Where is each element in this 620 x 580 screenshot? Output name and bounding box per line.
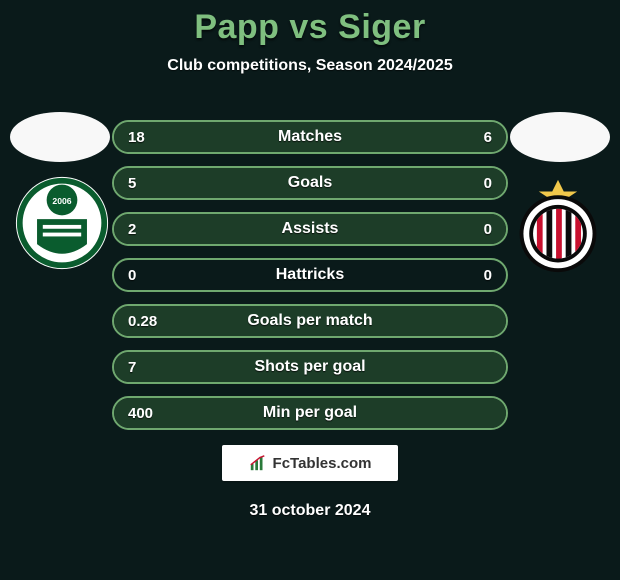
date-label: 31 october 2024 bbox=[0, 502, 620, 520]
stat-label: Matches bbox=[114, 122, 506, 152]
branding-text: FcTables.com bbox=[273, 455, 372, 472]
stat-row: 50Goals bbox=[112, 166, 508, 200]
subtitle: Club competitions, Season 2024/2025 bbox=[0, 57, 620, 75]
comparison-card: Papp vs Siger Club competitions, Season … bbox=[0, 0, 620, 580]
player-right-avatar bbox=[510, 112, 610, 162]
club-right-logo bbox=[510, 178, 606, 274]
stat-label: Min per goal bbox=[114, 398, 506, 428]
stat-label: Assists bbox=[114, 214, 506, 244]
stat-label: Goals per match bbox=[114, 306, 506, 336]
stat-row: 0.28Goals per match bbox=[112, 304, 508, 338]
club-left-logo: 2006 bbox=[14, 175, 110, 271]
stat-row: 7Shots per goal bbox=[112, 350, 508, 384]
stat-row: 20Assists bbox=[112, 212, 508, 246]
stat-row: 400Min per goal bbox=[112, 396, 508, 430]
stat-label: Goals bbox=[114, 168, 506, 198]
stat-row: 00Hattricks bbox=[112, 258, 508, 292]
chart-icon bbox=[249, 454, 267, 472]
stat-label: Shots per goal bbox=[114, 352, 506, 382]
stat-row: 186Matches bbox=[112, 120, 508, 154]
stats-table: 186Matches 50Goals 20Assists 00Hattricks 0.2… bbox=[112, 120, 508, 442]
branding-badge[interactable]: FcTables.com bbox=[222, 445, 398, 481]
player-left-avatar bbox=[10, 112, 110, 162]
page-title: Papp vs Siger bbox=[0, 0, 620, 47]
svg-text:2006: 2006 bbox=[52, 196, 71, 206]
stat-label: Hattricks bbox=[114, 260, 506, 290]
